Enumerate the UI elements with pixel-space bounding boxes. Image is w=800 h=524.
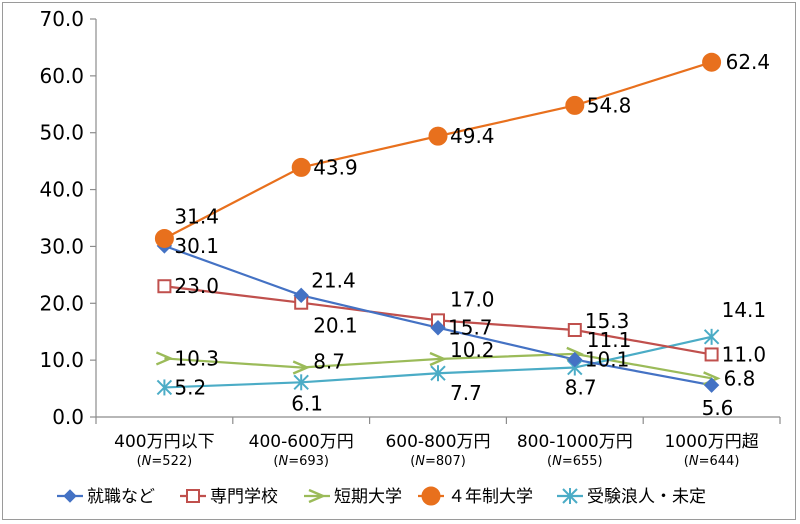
data-point-3 (291, 157, 311, 177)
series-line-2 (164, 352, 712, 380)
data-label-2: 10.3 (174, 346, 219, 370)
legend-label: 専門学校 (210, 487, 278, 507)
data-label-0: 21.4 (311, 268, 356, 292)
data-point-0 (567, 351, 583, 368)
y-tick-label: 0.0 (52, 405, 84, 429)
data-label-3: 54.8 (587, 93, 632, 117)
data-point-3 (565, 95, 585, 115)
y-tick-label: 20.0 (39, 291, 84, 315)
x-tick-label: 400万円以下 (114, 432, 214, 452)
y-tick-label: 60.0 (39, 64, 84, 88)
data-label-4: 8.7 (565, 376, 597, 400)
x-tick-n-label: (N=644) (684, 454, 740, 469)
data-point-0 (703, 377, 720, 393)
legend-label: ４年制大学 (448, 487, 533, 507)
data-point-1 (157, 279, 172, 294)
data-label-1: 20.1 (313, 314, 358, 338)
data-point-2 (429, 351, 448, 367)
legend-marker (308, 488, 327, 504)
legend-label: 受験浪人・未定 (587, 487, 706, 507)
x-tick-n-label: (N=807) (410, 454, 466, 469)
data-label-0: 5.6 (702, 396, 734, 420)
data-label-3: 31.4 (174, 204, 219, 228)
legend-label: 短期大学 (334, 487, 402, 507)
y-tick-label: 40.0 (39, 178, 84, 202)
data-point-1 (567, 323, 582, 338)
data-label-0: 10.1 (585, 348, 630, 372)
x-tick-n-label: (N=522) (137, 454, 193, 469)
data-label-1: 11.0 (722, 342, 767, 366)
data-label-3: 49.4 (450, 124, 495, 148)
data-point-3 (428, 126, 448, 146)
data-point-2 (155, 351, 174, 366)
x-tick-label: 800-1000万円 (517, 432, 633, 452)
data-point-3 (702, 52, 722, 72)
data-label-1: 17.0 (450, 287, 495, 311)
data-label-0: 15.7 (448, 316, 493, 340)
data-label-2: 11.1 (587, 328, 632, 352)
legend-marker (421, 486, 441, 506)
legend-marker (186, 489, 200, 503)
legend-label: 就職など (87, 487, 155, 507)
y-tick-label: 70.0 (39, 7, 84, 31)
data-label-1: 15.3 (585, 309, 630, 333)
x-tick-n-label: (N=655) (547, 454, 603, 469)
data-label-3: 43.9 (313, 155, 358, 179)
series-line-3 (163, 61, 712, 240)
data-point-0 (430, 320, 446, 336)
data-point-3 (154, 228, 174, 248)
data-label-1: 23.0 (174, 274, 219, 298)
data-label-4: 5.2 (174, 375, 206, 399)
data-label-2: 6.8 (724, 366, 756, 390)
x-tick-label: 400-600万円 (249, 432, 354, 452)
data-point-1 (704, 347, 719, 362)
x-tick-label: 1000万円超 (664, 432, 758, 452)
x-tick-label: 600-800万円 (385, 432, 490, 452)
data-label-4: 7.7 (450, 381, 482, 405)
data-label-2: 10.2 (450, 338, 495, 362)
data-point-2 (292, 360, 311, 375)
y-tick-label: 30.0 (39, 234, 84, 258)
data-point-0 (293, 287, 309, 304)
data-label-2: 8.7 (313, 350, 345, 374)
x-tick-n-label: (N=693) (273, 454, 329, 469)
data-label-0: 30.1 (174, 234, 219, 258)
data-label-4: 14.1 (722, 298, 767, 322)
data-label-4: 6.1 (291, 391, 323, 415)
legend-marker (63, 489, 77, 503)
data-label-3: 62.4 (726, 50, 771, 74)
y-tick-label: 50.0 (39, 121, 84, 145)
y-tick-label: 10.0 (39, 348, 84, 372)
